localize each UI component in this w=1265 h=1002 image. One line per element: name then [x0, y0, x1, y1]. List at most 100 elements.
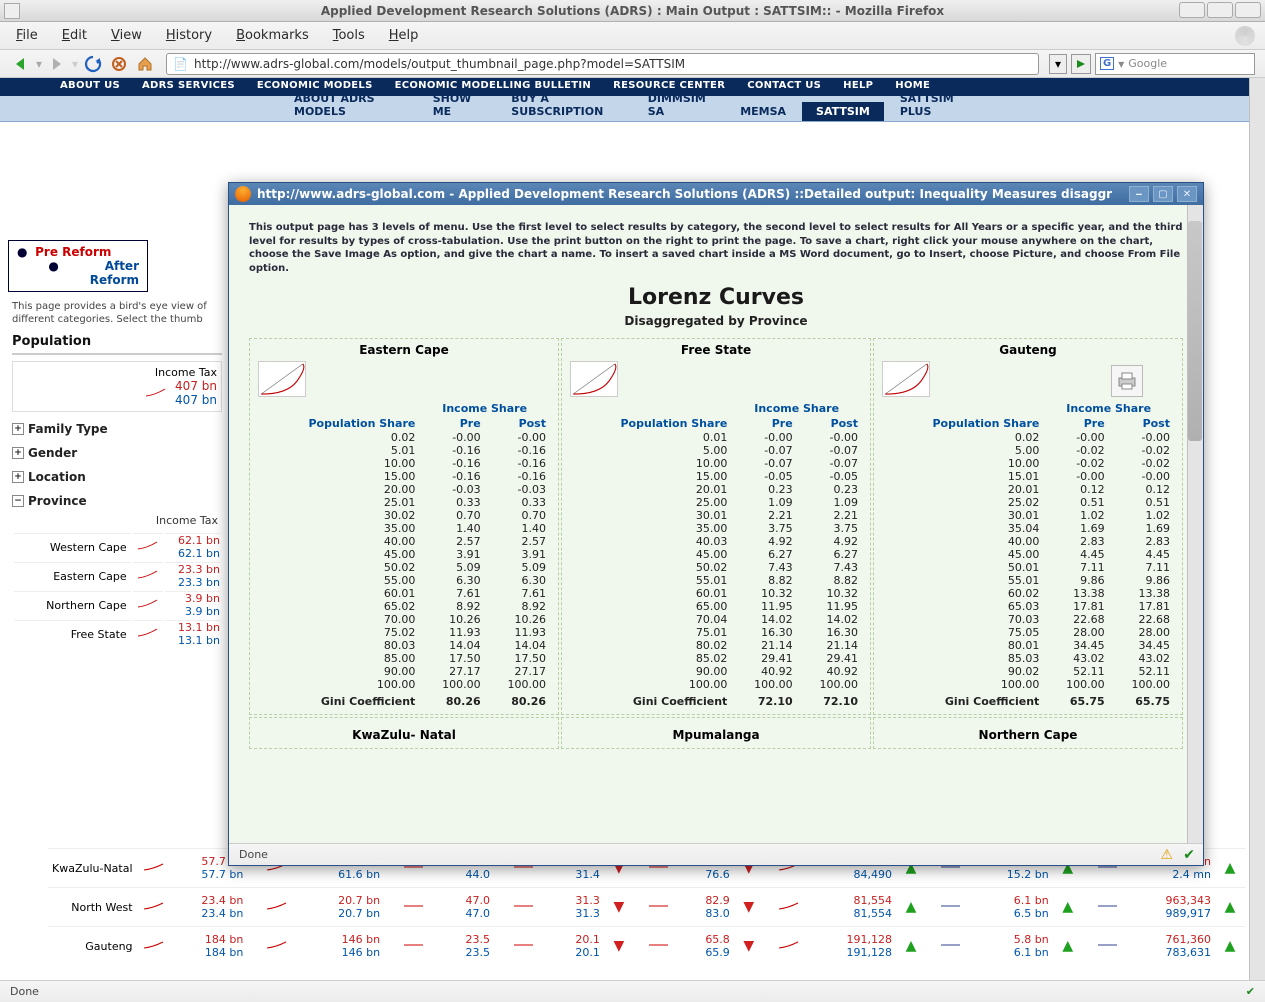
popup-status-text: Done	[239, 848, 268, 861]
tab-about-adrs-models[interactable]: ABOUT ADRS MODELS	[280, 89, 417, 121]
band-item[interactable]: ABOUT US	[60, 80, 120, 91]
window-menu-icon[interactable]	[4, 3, 20, 19]
expander-gender[interactable]: + Gender	[12, 446, 222, 460]
popup-maximize-button[interactable]: ▢	[1153, 186, 1173, 202]
tab-sattsim[interactable]: SATTSIM	[802, 102, 884, 121]
band-item[interactable]: CONTACT US	[747, 80, 821, 91]
tab-memsa[interactable]: MEMSA	[726, 102, 800, 121]
province-row[interactable]: Northern Cape3.9 bn3.9 bn	[14, 591, 220, 618]
popup-scrollbar-thumb[interactable]	[1188, 221, 1202, 441]
chart-main-title: Lorenz Curves	[249, 285, 1183, 310]
menu-edit[interactable]: Edit	[62, 28, 87, 43]
province-name: Gauteng	[882, 343, 1174, 357]
next-row-kzn: KwaZulu- Natal	[258, 728, 550, 742]
bg-row: Gauteng184 bn184 bn146 bn146 bn23.523.52…	[48, 927, 1245, 966]
income-tax-card: Income Tax 407 bn 407 bn	[12, 361, 222, 412]
main-status-bar: Done ✔	[0, 980, 1265, 1002]
province-column-header: Income Tax	[12, 510, 222, 531]
expander-location[interactable]: + Location	[12, 470, 222, 484]
window-title-bar: Applied Development Research Solutions (…	[0, 0, 1265, 22]
navigation-toolbar: ▾ ▾ 📄 http://www.adrs-global.com/models/…	[0, 50, 1265, 78]
next-row-mpu: Mpumalanga	[570, 728, 862, 742]
main-status-text: Done	[10, 985, 39, 998]
income-tax-post: 407 bn	[175, 393, 217, 407]
province-table: Population ShareIncome SharePrePost0.01-…	[570, 401, 862, 708]
tab-dimmsim-sa[interactable]: DIMMSIM SA	[634, 89, 724, 121]
band-item[interactable]: ADRS SERVICES	[142, 80, 235, 91]
sparkline-icon	[145, 388, 167, 398]
chart-subtitle: Disaggregated by Province	[249, 314, 1183, 328]
menu-view[interactable]: View	[111, 28, 142, 43]
home-button[interactable]	[134, 53, 156, 75]
popup-help-text: This output page has 3 levels of menu. U…	[249, 221, 1183, 275]
search-box[interactable]: G▾ Google	[1095, 53, 1255, 75]
province-grid: Eastern Cape Population ShareIncome Share…	[249, 338, 1183, 715]
lorenz-thumbnail[interactable]	[882, 361, 930, 397]
search-placeholder: Google	[1128, 57, 1167, 70]
province-row[interactable]: Free State13.1 bn13.1 bn	[14, 620, 220, 647]
popup-close-button[interactable]: ✕	[1177, 186, 1197, 202]
tab-buy-a-subscription[interactable]: BUY A SUBSCRIPTION	[497, 89, 631, 121]
firefox-icon	[235, 186, 251, 202]
page-favicon: 📄	[173, 57, 188, 71]
section-population: Population	[12, 334, 222, 355]
legend-card: ● Pre Reform ● After Reform	[8, 240, 148, 292]
tab-show-me[interactable]: SHOW ME	[419, 89, 496, 121]
popup-status-bar: Done ⚠ ✔	[229, 843, 1203, 865]
close-button[interactable]	[1235, 2, 1261, 18]
province-table: Population ShareIncome SharePrePost0.02-…	[882, 401, 1174, 708]
status-ok-icon: ✔	[1246, 985, 1255, 998]
lorenz-thumbnail[interactable]	[258, 361, 306, 397]
popup-minimize-button[interactable]: ‒	[1129, 186, 1149, 202]
province-table: Population ShareIncome SharePrePost0.02-…	[258, 401, 550, 708]
url-dropdown[interactable]: ▾	[1049, 54, 1067, 74]
popup-scrollbar-track[interactable]	[1187, 205, 1203, 843]
legend-post: After Reform	[90, 259, 139, 287]
site-tabs: ABOUT ADRS MODELSSHOW MEBUY A SUBSCRIPTI…	[0, 98, 1265, 122]
income-tax-label: Income Tax	[17, 366, 217, 379]
menu-help[interactable]: Help	[389, 28, 419, 43]
menu-bookmarks[interactable]: Bookmarks	[236, 28, 309, 43]
reload-button[interactable]	[82, 53, 104, 75]
page-viewport: ABOUT USADRS SERVICESECONOMIC MODELSECON…	[0, 78, 1265, 980]
province-name: Eastern Cape	[258, 343, 550, 357]
print-button[interactable]	[1111, 365, 1143, 397]
window-controls	[1179, 2, 1261, 18]
menu-tools[interactable]: Tools	[333, 28, 365, 43]
province-row[interactable]: Eastern Cape23.3 bn23.3 bn	[14, 562, 220, 589]
menu-file[interactable]: File	[16, 28, 38, 43]
band-item[interactable]: HELP	[843, 80, 873, 91]
minimize-button[interactable]	[1179, 2, 1205, 18]
url-bar[interactable]: 📄 http://www.adrs-global.com/models/outp…	[166, 53, 1039, 75]
expander-family-type[interactable]: + Family Type	[12, 422, 222, 436]
go-button[interactable]	[1071, 54, 1091, 74]
popup-title-bar[interactable]: http://www.adrs-global.com - Applied Dev…	[229, 183, 1203, 205]
income-tax-pre: 407 bn	[175, 379, 217, 393]
province-row[interactable]: Western Cape62.1 bn62.1 bn	[14, 533, 220, 560]
page-scrollbar[interactable]	[1249, 78, 1265, 980]
warning-icon: ⚠	[1160, 847, 1173, 863]
popup-title-text: http://www.adrs-global.com - Applied Dev…	[257, 187, 1125, 201]
popup-window: http://www.adrs-global.com - Applied Dev…	[228, 182, 1204, 866]
province-cell: Eastern Cape Population ShareIncome Share…	[249, 338, 559, 715]
forward-button[interactable]	[46, 53, 68, 75]
lorenz-thumbnail[interactable]	[570, 361, 618, 397]
legend-pre: Pre Reform	[35, 245, 111, 259]
left-description: This page provides a bird's eye view of …	[12, 300, 222, 326]
site-top-band: ABOUT USADRS SERVICESECONOMIC MODELSECON…	[0, 78, 1265, 98]
province-name: Free State	[570, 343, 862, 357]
url-text: http://www.adrs-global.com/models/output…	[194, 57, 685, 71]
next-province-row: KwaZulu- Natal Mpumalanga Northern Cape	[249, 717, 1183, 749]
province-cell: Free State Population ShareIncome SharePr…	[561, 338, 871, 715]
bg-row: North West23.4 bn23.4 bn20.7 bn20.7 bn47…	[48, 888, 1245, 927]
next-row-nc: Northern Cape	[882, 728, 1174, 742]
maximize-button[interactable]	[1207, 2, 1233, 18]
window-title: Applied Development Research Solutions (…	[321, 4, 944, 18]
ok-icon: ✔	[1183, 847, 1195, 863]
back-button[interactable]	[10, 53, 32, 75]
expander-province[interactable]: − Province	[12, 494, 222, 508]
stop-button[interactable]	[108, 53, 130, 75]
throbber-icon	[1235, 26, 1255, 46]
menu-history[interactable]: History	[166, 28, 212, 43]
tab-sattsim-plus[interactable]: SATTSIM PLUS	[886, 89, 985, 121]
